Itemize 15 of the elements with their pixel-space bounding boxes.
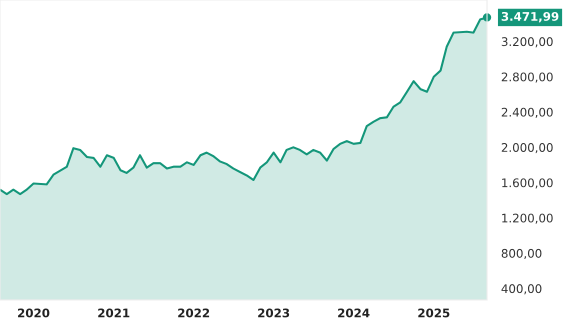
x-tick-label: 2024 <box>338 308 370 318</box>
x-tick-label: 2023 <box>258 308 290 318</box>
y-tick-label: 3.200,00 <box>502 37 553 48</box>
y-tick-label: 400,00 <box>501 284 542 294</box>
x-tick-label: 2021 <box>98 308 130 318</box>
y-tick-label: 2.000,00 <box>502 143 553 154</box>
y-tick-label: 2.400,00 <box>502 108 553 118</box>
annotation: 3.471,99 <box>502 12 558 22</box>
y-tick-label: 800,00 <box>502 248 542 260</box>
y-tick-label: 1.200,00 <box>502 214 553 224</box>
y-tick-label: 2.800,00 <box>502 72 553 83</box>
x-tick-label: 2022 <box>178 308 210 318</box>
x-tick-label: 2025 <box>418 308 450 318</box>
y-tick-label: 1.600,00 <box>502 178 553 188</box>
x-tick-label: 2020 <box>18 308 50 318</box>
